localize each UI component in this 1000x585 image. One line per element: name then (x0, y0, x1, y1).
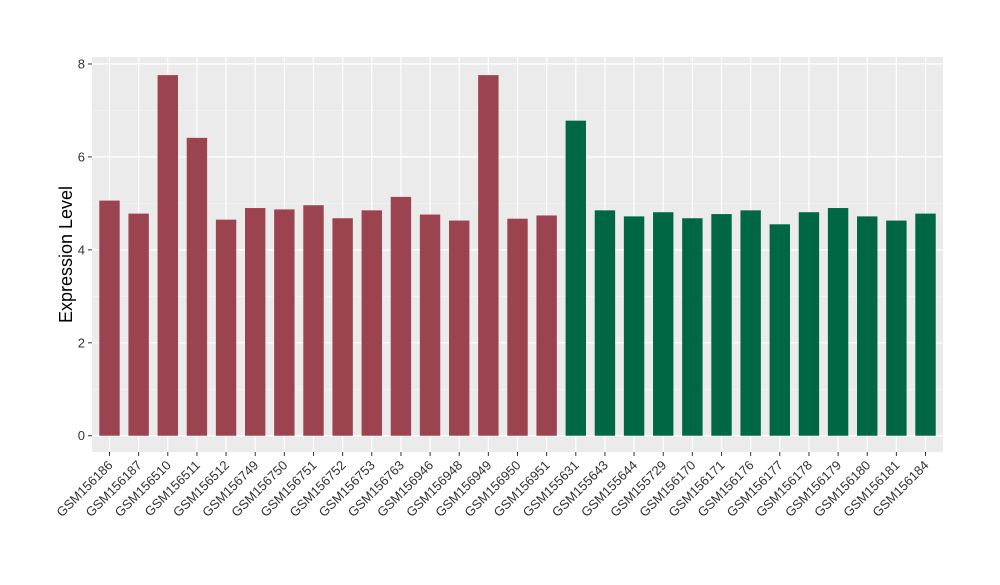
bar-gsm155729 (653, 212, 674, 436)
bar-gsm156751 (303, 205, 324, 436)
bar-gsm156510 (157, 75, 178, 436)
y-tick-label: 4 (78, 242, 85, 257)
bar-gsm156512 (215, 219, 237, 436)
y-axis: 0 2 4 6 8 (78, 56, 92, 443)
bar-gsm156177 (769, 224, 790, 436)
bar-gsm155644 (623, 216, 645, 436)
bar-gsm156946 (419, 214, 441, 436)
bar-gsm156749 (245, 208, 266, 436)
bar-gsm156948 (449, 220, 470, 436)
bars (99, 75, 936, 436)
bar-gsm156170 (682, 218, 703, 436)
bar-gsm156950 (507, 218, 528, 436)
bar-gsm156949 (478, 75, 499, 436)
bar-gsm156179 (827, 208, 849, 436)
y-tick-label: 6 (78, 149, 85, 164)
bar-gsm156171 (711, 214, 732, 436)
bar-gsm156763 (390, 196, 412, 436)
bar-gsm156752 (332, 218, 353, 436)
bar-gsm156181 (886, 220, 907, 436)
bar-gsm155631 (565, 120, 586, 436)
bar-gsm156187 (128, 213, 149, 436)
bar-gsm156178 (798, 212, 820, 436)
bar-gsm156176 (740, 210, 761, 436)
y-tick-label: 8 (78, 56, 85, 71)
bar-gsm156186 (99, 200, 120, 436)
bar-gsm156180 (857, 216, 878, 436)
x-axis: GSM156186GSM156187GSM156510GSM156511GSM1… (53, 452, 932, 520)
bar-gsm156951 (536, 215, 557, 436)
bar-gsm156753 (361, 210, 382, 436)
bar-gsm156511 (186, 137, 208, 436)
y-tick-label: 0 (78, 428, 85, 443)
y-tick-label: 2 (78, 335, 85, 350)
bar-gsm156750 (274, 209, 295, 436)
bar-gsm155643 (594, 210, 616, 436)
y-axis-title: Expression Level (56, 186, 76, 323)
bar-gsm156184 (915, 213, 936, 436)
